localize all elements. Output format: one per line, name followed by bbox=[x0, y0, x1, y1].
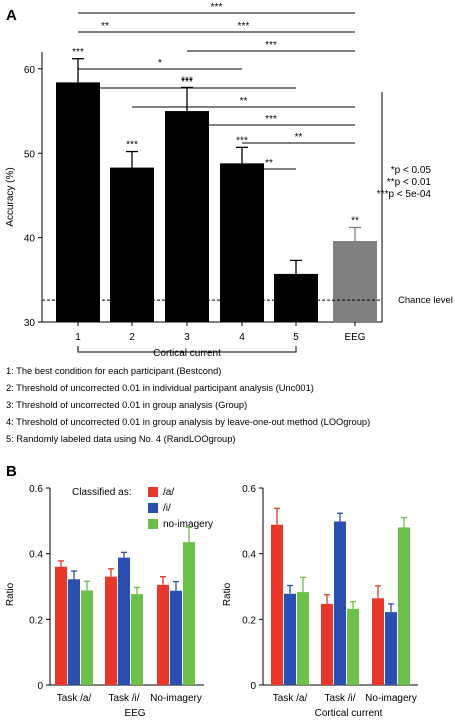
a-x-tick-label: 5 bbox=[293, 332, 299, 343]
b-bar bbox=[321, 603, 333, 685]
b-y-tick-label: 0.4 bbox=[29, 550, 43, 561]
a-y-axis-label: Accuracy (%) bbox=[5, 167, 16, 226]
panel-b-plots: 0 0.2 0.4 0.6 Ratio Task /a/Task /i/No-imager… bbox=[5, 484, 418, 719]
b-bar bbox=[157, 584, 169, 685]
a-comparison-stars: *** bbox=[265, 40, 277, 51]
a-comparison-stars: ** bbox=[240, 96, 248, 107]
b-x-tick-label: Task /a/ bbox=[57, 693, 92, 704]
panel-b-label: B bbox=[6, 463, 17, 480]
a-comparison-stars: *** bbox=[211, 2, 223, 13]
b-y-axis-label: Ratio bbox=[222, 582, 233, 606]
b-y-axis-label: Ratio bbox=[5, 582, 16, 606]
b-bar bbox=[398, 527, 410, 685]
pvalue-legend-2: **p < 0.01 bbox=[387, 177, 432, 188]
note-1: 1: The best condition for each participa… bbox=[6, 366, 221, 376]
b-bar bbox=[68, 579, 80, 685]
b-x-tick-label: Task /a/ bbox=[273, 693, 308, 704]
b-bar bbox=[284, 593, 296, 685]
a-comparison-stars: ** bbox=[101, 21, 109, 32]
b-y-tick-label: 0.6 bbox=[29, 484, 43, 495]
a-y-tick-label: 50 bbox=[24, 149, 36, 160]
a-chance-label: Chance level bbox=[398, 295, 453, 306]
a-bar bbox=[220, 163, 264, 322]
panel-b-legend: Classified as: /a/ /i/ no-imagery bbox=[72, 487, 213, 530]
pvalue-legend-1: *p < 0.05 bbox=[391, 165, 432, 176]
a-bar-significance: ** bbox=[351, 216, 359, 227]
a-comparison-stars: *** bbox=[265, 114, 277, 125]
legend-label-i: /i/ bbox=[163, 503, 171, 514]
b-y-tick-label: 0.6 bbox=[242, 484, 256, 495]
note-5: 5: Randomly labeled data using No. 4 (Ra… bbox=[6, 434, 235, 444]
b-x-tick-label: Task /i/ bbox=[324, 693, 355, 704]
b-bar bbox=[81, 590, 93, 685]
b-bar bbox=[105, 576, 117, 685]
b-bar bbox=[271, 524, 283, 685]
b-bar bbox=[55, 566, 67, 685]
a-bar bbox=[274, 273, 318, 322]
a-bar-significance: *** bbox=[72, 47, 84, 58]
a-comparison-stars: *** bbox=[181, 77, 193, 88]
a-comparison-stars: ** bbox=[265, 158, 273, 169]
a-y-tick-label: 30 bbox=[24, 318, 36, 329]
a-comparison-stars: * bbox=[158, 58, 162, 69]
b-bar bbox=[131, 594, 143, 685]
legend-label-no: no-imagery bbox=[163, 519, 213, 530]
a-bar-significance: *** bbox=[126, 140, 138, 151]
b-x-tick-label: Task /i/ bbox=[108, 693, 139, 704]
a-comparison-stars: ** bbox=[295, 132, 303, 143]
a-x-tick-label: 4 bbox=[239, 332, 245, 343]
note-2: 2: Threshold of uncorrected 0.01 in indi… bbox=[6, 383, 314, 393]
pvalue-legend-3: ***p < 5e-04 bbox=[377, 189, 432, 200]
b-y-tick-label: 0 bbox=[250, 681, 256, 692]
b-bar bbox=[385, 612, 397, 685]
a-group-label: Cortical current bbox=[153, 348, 221, 359]
legend-swatch-a bbox=[148, 487, 158, 497]
b-y-tick-label: 0.2 bbox=[242, 615, 256, 626]
a-bar bbox=[110, 167, 154, 322]
b-bar bbox=[170, 590, 182, 685]
a-y-tick-label: 40 bbox=[24, 234, 36, 245]
note-3: 3: Threshold of uncorrected 0.01 in grou… bbox=[6, 400, 247, 410]
a-y-tick-label: 60 bbox=[24, 65, 36, 76]
legend-title: Classified as: bbox=[72, 487, 131, 498]
a-x-tick-label: 2 bbox=[129, 332, 135, 343]
a-comparison-stars: *** bbox=[238, 21, 250, 32]
a-x-tick-label: EEG bbox=[344, 332, 365, 343]
b-bar bbox=[183, 542, 195, 685]
b-bar bbox=[372, 598, 384, 685]
a-bar bbox=[56, 82, 100, 322]
a-x-tick-label: 1 bbox=[75, 332, 81, 343]
b-chart-title: Cortical current bbox=[315, 708, 383, 719]
panel-a-label: A bbox=[6, 7, 17, 24]
b-bar bbox=[118, 557, 130, 685]
note-4: 4: Threshold of uncorrected 0.01 in grou… bbox=[6, 417, 370, 427]
a-bar-significance: *** bbox=[236, 135, 248, 146]
legend-swatch-i bbox=[148, 503, 158, 513]
a-bar bbox=[333, 241, 377, 322]
b-bar bbox=[347, 608, 359, 685]
b-x-tick-label: No-imagery bbox=[150, 693, 202, 704]
a-x-tick-label: 3 bbox=[184, 332, 190, 343]
legend-label-a: /a/ bbox=[163, 487, 174, 498]
b-y-tick-label: 0 bbox=[37, 681, 43, 692]
a-bar-significance: *** bbox=[181, 75, 193, 86]
b-y-tick-label: 0.2 bbox=[29, 615, 43, 626]
b-bar bbox=[297, 592, 309, 685]
b-x-tick-label: No-imagery bbox=[365, 693, 417, 704]
legend-swatch-no bbox=[148, 519, 158, 529]
a-group-bracket bbox=[77, 346, 297, 353]
a-bar bbox=[165, 111, 209, 322]
b-chart-title: EEG bbox=[124, 708, 145, 719]
b-bar bbox=[334, 521, 346, 685]
b-y-tick-label: 0.4 bbox=[242, 550, 256, 561]
